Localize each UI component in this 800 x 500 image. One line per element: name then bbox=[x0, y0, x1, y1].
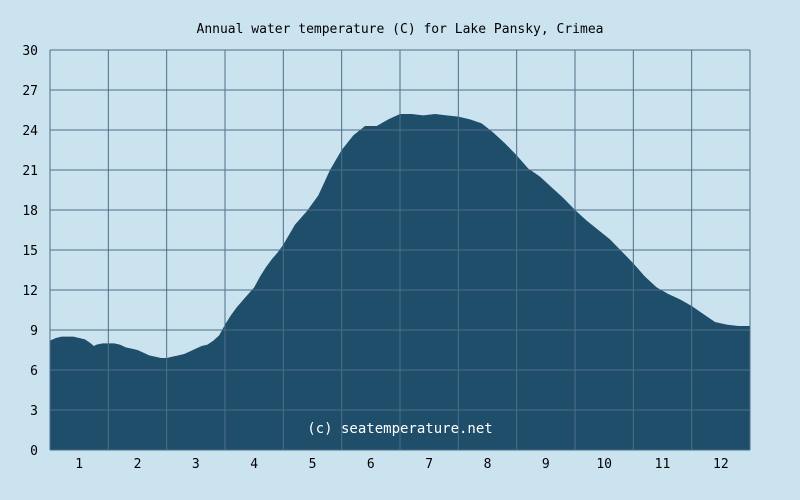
x-tick-label: 3 bbox=[192, 457, 200, 472]
y-tick-label: 27 bbox=[22, 84, 38, 99]
y-tick-label: 21 bbox=[22, 164, 38, 179]
y-tick-label: 18 bbox=[22, 204, 38, 219]
y-tick-label: 30 bbox=[22, 44, 38, 59]
x-tick-label: 8 bbox=[484, 457, 492, 472]
x-tick-label: 10 bbox=[596, 457, 612, 472]
x-tick-label: 4 bbox=[250, 457, 258, 472]
x-tick-label: 1 bbox=[75, 457, 83, 472]
y-axis: 0 3 6 9 12 15 18 21 24 27 30 bbox=[22, 44, 38, 459]
grid-layer bbox=[49, 49, 751, 451]
x-tick-label: 11 bbox=[655, 457, 671, 472]
chart-title: Annual water temperature (C) for Lake Pa… bbox=[197, 22, 604, 37]
watermark-text: (c) seatemperature.net bbox=[307, 421, 492, 437]
x-tick-label: 12 bbox=[713, 457, 729, 472]
y-tick-label: 9 bbox=[30, 324, 38, 339]
y-tick-label: 3 bbox=[30, 404, 38, 419]
x-tick-label: 2 bbox=[134, 457, 142, 472]
y-tick-label: 15 bbox=[22, 244, 38, 259]
y-tick-label: 0 bbox=[30, 444, 38, 459]
x-tick-label: 9 bbox=[542, 457, 550, 472]
x-tick-label: 6 bbox=[367, 457, 375, 472]
x-axis: 1 2 3 4 5 6 7 8 9 10 11 12 bbox=[75, 457, 728, 472]
x-tick-label: 5 bbox=[309, 457, 317, 472]
y-tick-label: 6 bbox=[30, 364, 38, 379]
y-tick-label: 24 bbox=[22, 124, 38, 139]
x-tick-label: 7 bbox=[425, 457, 433, 472]
y-tick-label: 12 bbox=[22, 284, 38, 299]
